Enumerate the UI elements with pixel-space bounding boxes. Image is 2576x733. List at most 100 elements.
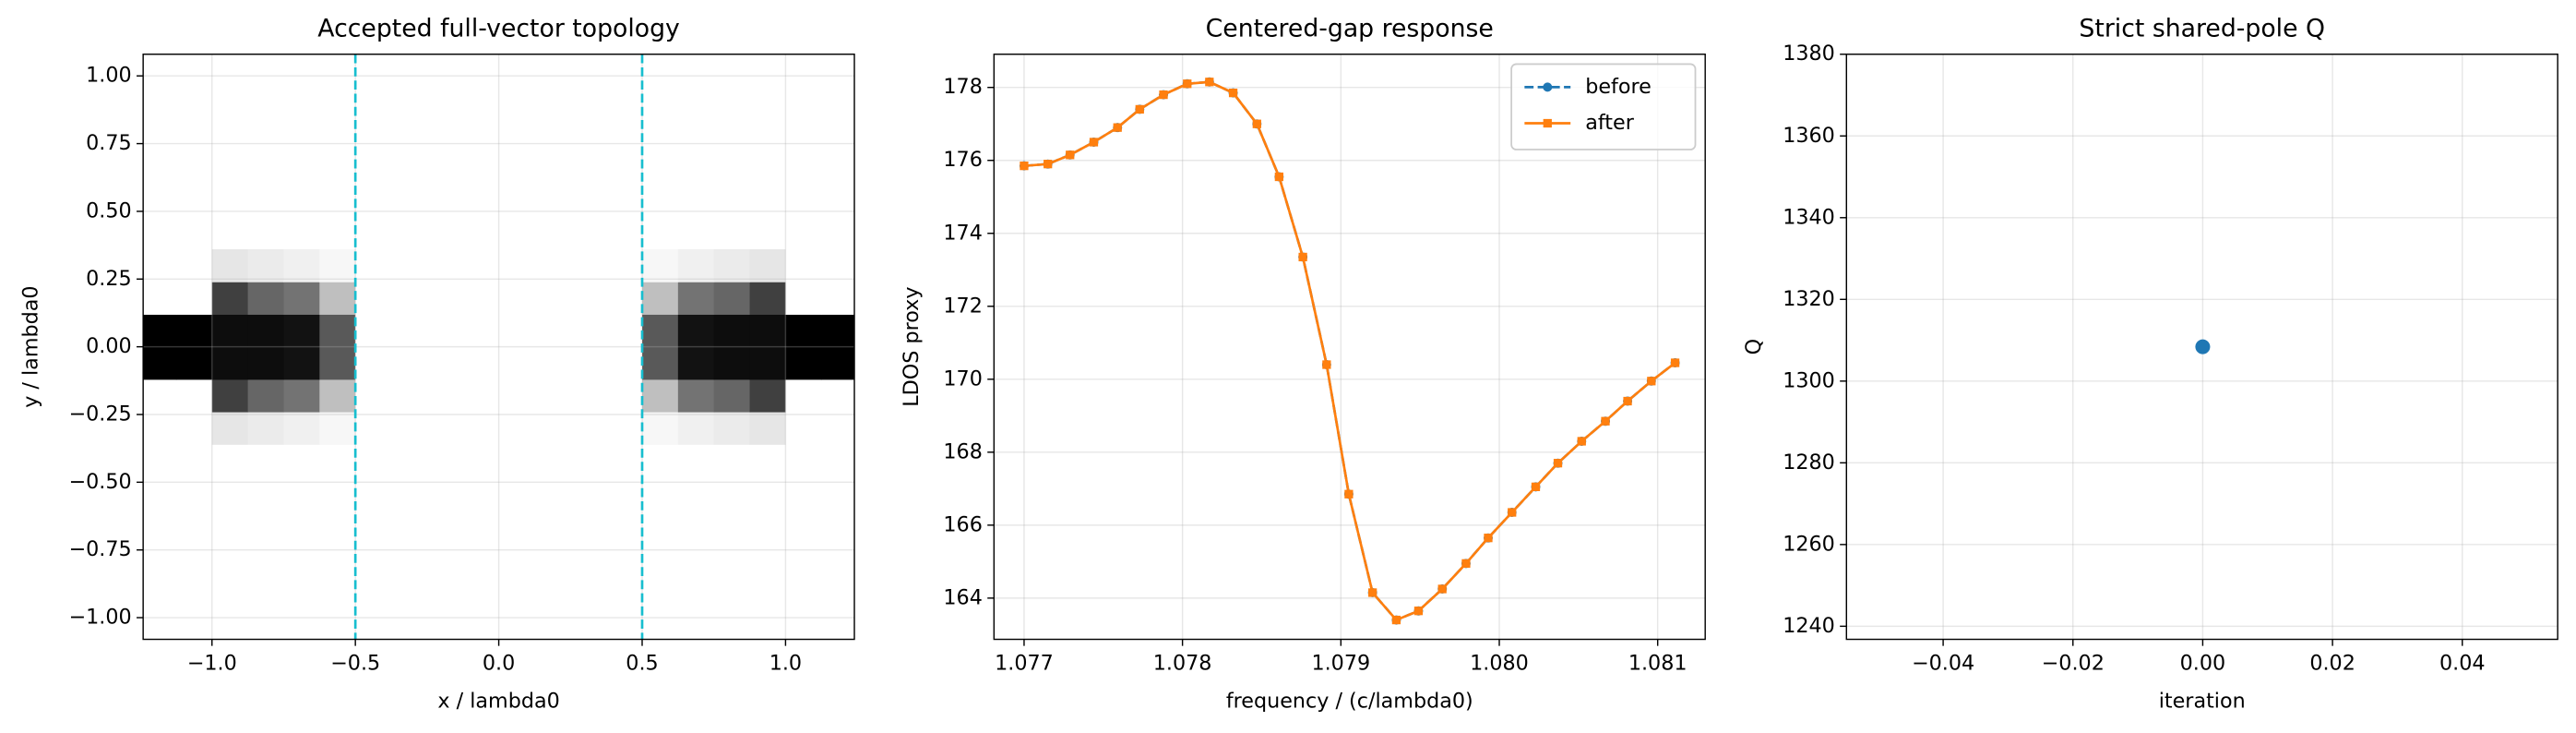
heatmap-cell xyxy=(570,314,607,348)
heatmap-cell xyxy=(283,379,320,413)
heatmap-cell xyxy=(355,412,392,445)
marker xyxy=(1531,482,1541,491)
chart-title: Centered-gap response xyxy=(1206,15,1494,43)
marker xyxy=(1543,82,1553,92)
marker xyxy=(1344,489,1354,499)
heatmap-cell xyxy=(606,249,643,282)
plot-area xyxy=(1846,54,2558,640)
heatmap-cell xyxy=(211,314,249,348)
heatmap-cell xyxy=(749,346,786,380)
heatmap-cell xyxy=(426,346,464,380)
y-tick-label: −1.00 xyxy=(69,606,132,630)
heatmap-cell xyxy=(749,412,786,445)
x-axis-label: frequency / (c/lambda0) xyxy=(1226,690,1473,714)
y-tick-label: 1320 xyxy=(1783,287,1835,311)
heatmap-cell xyxy=(641,282,679,315)
y-tick-label: 1.00 xyxy=(86,64,132,88)
y-tick-label: 168 xyxy=(943,439,982,463)
y-tick-label: 0.25 xyxy=(86,267,132,291)
y-tick-label: 1240 xyxy=(1783,614,1835,638)
heatmap-cell xyxy=(426,314,464,348)
y-tick-label: 174 xyxy=(943,221,982,245)
x-tick-label: −1.0 xyxy=(187,652,237,676)
marker xyxy=(1135,104,1144,114)
heatmap-cell xyxy=(498,249,535,282)
heatmap-cell xyxy=(641,346,679,380)
heatmap-cell xyxy=(749,379,786,413)
y-tick-label: 1260 xyxy=(1783,532,1835,556)
heatmap-cell xyxy=(785,249,822,282)
y-tick-label: 164 xyxy=(943,585,982,609)
heatmap-cell xyxy=(713,379,751,413)
heatmap-cell xyxy=(175,379,213,413)
heatmap-cell xyxy=(283,346,320,380)
heatmap-cell xyxy=(785,282,822,315)
x-tick-label: 1.078 xyxy=(1153,652,1212,676)
heatmap-cell xyxy=(391,346,428,380)
heatmap-cell xyxy=(211,249,249,282)
x-axis-label: iteration xyxy=(2159,690,2246,714)
marker xyxy=(1298,252,1307,262)
heatmap-cell xyxy=(391,379,428,413)
y-axis-label: y / lambda0 xyxy=(19,285,43,407)
heatmap-cell xyxy=(355,282,392,315)
heatmap-cell xyxy=(713,314,751,348)
marker xyxy=(1601,416,1610,426)
heatmap-cell xyxy=(462,314,500,348)
heatmap-cell xyxy=(426,249,464,282)
heatmap-cell xyxy=(498,346,535,380)
heatmap-cell xyxy=(821,346,855,380)
heatmap-cell xyxy=(391,412,428,445)
heatmap-cell xyxy=(677,412,715,445)
y-tick-label: 1280 xyxy=(1783,451,1835,475)
x-tick-label: 0.5 xyxy=(626,652,658,676)
y-tick-label: 0.75 xyxy=(86,131,132,155)
heatmap-cell xyxy=(821,379,855,413)
heatmap-cell xyxy=(319,346,356,380)
heatmap-cell xyxy=(606,346,643,380)
legend-box xyxy=(1510,63,1697,150)
legend-label: before xyxy=(1585,75,1652,99)
heatmap-cell xyxy=(175,412,213,445)
heatmap-cell xyxy=(606,314,643,348)
heatmap-cell xyxy=(247,412,284,445)
heatmap-cell xyxy=(462,282,500,315)
heatmap-cell xyxy=(534,379,571,413)
heatmap-cell xyxy=(462,412,500,445)
x-axis-label: x / lambda0 xyxy=(437,690,559,714)
heatmap-cell xyxy=(143,249,177,282)
heatmap-cell xyxy=(319,282,356,315)
heatmap-cell xyxy=(143,282,177,315)
heatmap-cell xyxy=(641,412,679,445)
x-tick-label: −0.02 xyxy=(2042,652,2105,676)
y-tick-label: 176 xyxy=(943,148,982,172)
heatmap-cell xyxy=(713,346,751,380)
y-axis-label: Q xyxy=(1742,339,1766,355)
x-tick-label: 1.077 xyxy=(995,652,1054,676)
heatmap-cell xyxy=(785,379,822,413)
heatmap-cell xyxy=(462,379,500,413)
series-line xyxy=(1023,80,1676,622)
heatmap-cell xyxy=(355,249,392,282)
subplot: Strict shared-pole Q iteration Q −0.04 −0.02… xyxy=(1742,15,2558,714)
marker xyxy=(1508,508,1517,517)
heatmap-cell xyxy=(175,346,213,380)
heatmap-cell xyxy=(283,282,320,315)
heatmap-cell xyxy=(143,412,177,445)
series-line xyxy=(1023,80,1676,622)
x-tick-label: 1.0 xyxy=(769,652,802,676)
marker xyxy=(1274,172,1283,182)
y-tick-label: −0.75 xyxy=(69,537,132,561)
heatmap-cell xyxy=(821,412,855,445)
heatmap-cell xyxy=(319,314,356,348)
heatmap-cell xyxy=(426,282,464,315)
y-tick-label: −0.50 xyxy=(69,470,132,494)
chart-title: Strict shared-pole Q xyxy=(2079,15,2325,43)
heatmap-cell xyxy=(534,282,571,315)
heatmap-cell xyxy=(785,412,822,445)
heatmap-cell xyxy=(534,314,571,348)
marker xyxy=(1553,459,1563,468)
heatmap-cell xyxy=(785,314,822,348)
heatmap-cell xyxy=(247,314,284,348)
